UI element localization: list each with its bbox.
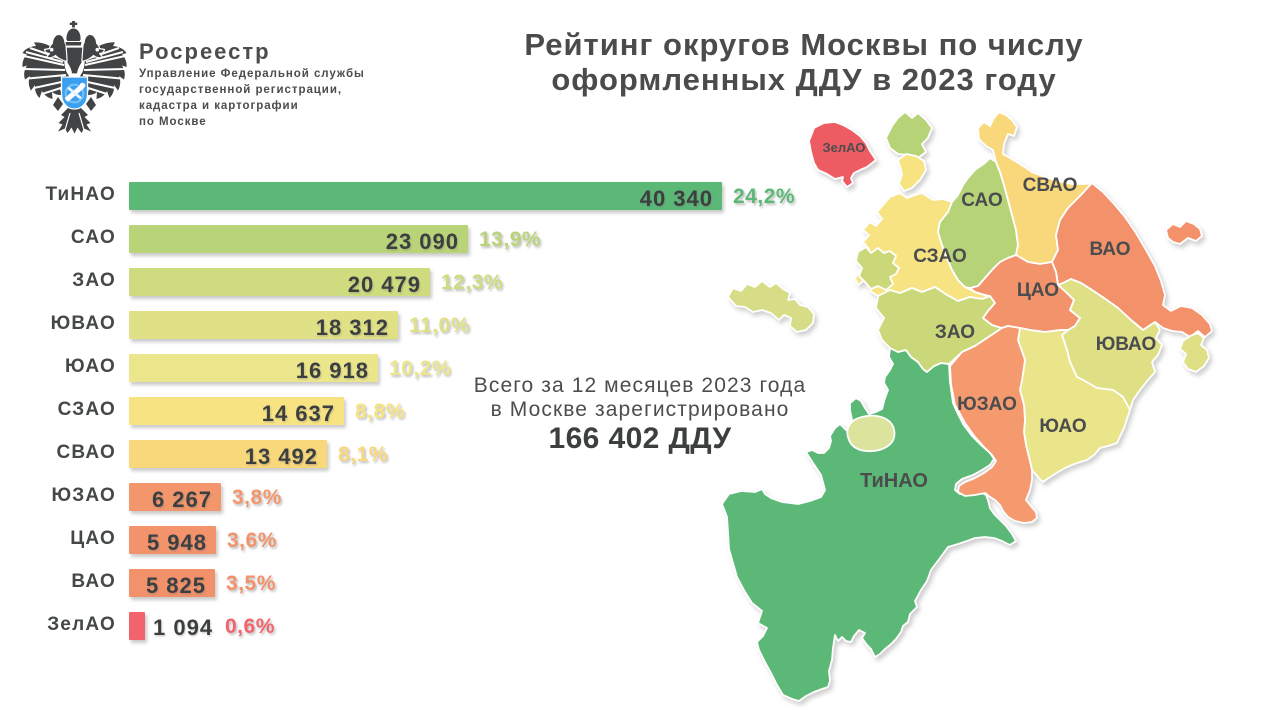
svg-text:СЗАО: СЗАО xyxy=(913,246,967,267)
svg-text:СВАО: СВАО xyxy=(1023,175,1078,196)
svg-text:ЮВАО: ЮВАО xyxy=(1096,334,1157,355)
svg-text:ВАО: ВАО xyxy=(1089,239,1130,260)
svg-text:САО: САО xyxy=(961,190,1003,211)
svg-text:ЗАО: ЗАО xyxy=(935,322,975,343)
svg-text:ЗелАО: ЗелАО xyxy=(823,140,866,155)
svg-text:ТиНАО: ТиНАО xyxy=(860,470,928,492)
svg-text:ЦАО: ЦАО xyxy=(1017,280,1059,301)
svg-text:ЮАО: ЮАО xyxy=(1039,416,1086,437)
svg-text:ЮЗАО: ЮЗАО xyxy=(957,394,1017,415)
